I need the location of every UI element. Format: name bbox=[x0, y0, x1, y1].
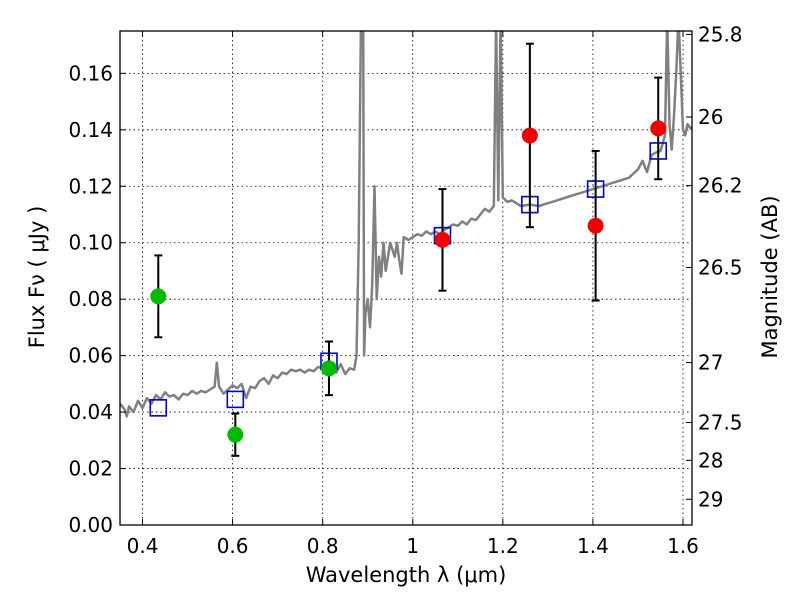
y-tick-label: 0.10 bbox=[68, 231, 113, 255]
grid bbox=[120, 31, 692, 526]
magnitude-tick-label: 27 bbox=[698, 351, 723, 375]
y-tick-label: 0.00 bbox=[68, 513, 113, 537]
model-square-marker bbox=[226, 390, 245, 409]
data-dot bbox=[150, 288, 167, 305]
magnitude-tick-label: 25.8 bbox=[698, 22, 743, 46]
observed-point bbox=[521, 42, 538, 229]
x-tick-label: 1 bbox=[406, 534, 419, 558]
x-tick-label: 1.2 bbox=[487, 534, 519, 558]
y-tick-label: 0.16 bbox=[68, 61, 113, 85]
observed-point bbox=[650, 76, 667, 181]
observed-point bbox=[434, 188, 451, 292]
magnitude-tick-label: 26.2 bbox=[698, 174, 743, 198]
y-tick-label: 0.02 bbox=[68, 457, 113, 481]
data-dot bbox=[434, 231, 451, 248]
y-axis-title: Flux Fν ( μJy ) bbox=[25, 206, 49, 349]
data-dot bbox=[650, 120, 667, 137]
magnitude-tick-label: 29 bbox=[698, 487, 723, 511]
x-tick-label: 1.4 bbox=[577, 534, 609, 558]
y-tick-label: 0.08 bbox=[68, 287, 113, 311]
right-axis-title: Magnitude (AB) bbox=[758, 195, 782, 358]
markers bbox=[149, 42, 668, 457]
x-tick-label: 0.8 bbox=[307, 534, 339, 558]
x-tick-label: 0.4 bbox=[127, 534, 159, 558]
x-tick-label: 0.6 bbox=[217, 534, 249, 558]
x-tick-label: 1.6 bbox=[667, 534, 699, 558]
magnitude-tick-label: 27.5 bbox=[698, 411, 743, 435]
y-tick-label: 0.14 bbox=[68, 118, 113, 142]
x-axis-title: Wavelength λ (μm) bbox=[306, 563, 507, 587]
data-dot bbox=[320, 360, 337, 377]
observed-point bbox=[587, 149, 604, 302]
ticks: 0.4 0.6 0.8 1 1.2 1.4 1.6 0.00 0.02 0.04 0.06 0.08 0… bbox=[68, 22, 742, 558]
magnitude-tick-label: 26.5 bbox=[698, 256, 743, 280]
data-dot bbox=[227, 426, 244, 443]
observed-point bbox=[320, 340, 337, 397]
y-tick-label: 0.04 bbox=[68, 400, 113, 424]
data-dot bbox=[521, 127, 538, 144]
plot-frame bbox=[119, 30, 693, 526]
magnitude-tick-label: 26 bbox=[698, 105, 723, 129]
spectrum bbox=[120, 31, 692, 418]
data-dot bbox=[587, 217, 604, 234]
model-square-marker bbox=[149, 399, 168, 417]
spectrum-line bbox=[120, 31, 692, 418]
observed-point bbox=[227, 412, 244, 457]
magnitude-tick-label: 28 bbox=[698, 448, 723, 472]
y-tick-label: 0.12 bbox=[68, 174, 113, 198]
observed-point bbox=[150, 254, 167, 339]
y-tick-label: 0.06 bbox=[68, 344, 113, 368]
